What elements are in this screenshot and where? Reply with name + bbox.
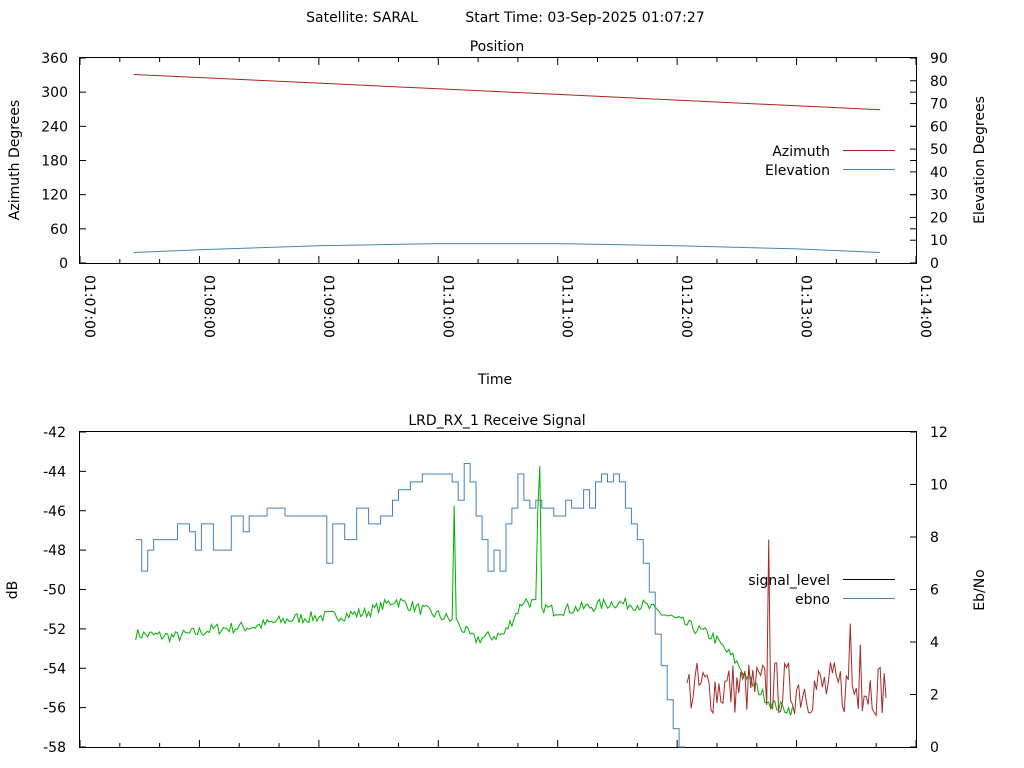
position-series bbox=[133, 74, 881, 253]
position-x-ticks: 01:07:00 01:08:00 01:09:00 01:10:00 01:11:00… bbox=[79, 58, 933, 338]
y-tick-label: 180 bbox=[41, 154, 68, 170]
receive-y2-ticks: 0 2 4 6 8 10 12 bbox=[910, 425, 948, 756]
position-y-axis-label: Azimuth Degrees bbox=[7, 100, 23, 220]
y2-tick-label: 10 bbox=[930, 233, 948, 249]
y2-tick-label: 90 bbox=[930, 51, 948, 67]
y-tick-label: -52 bbox=[43, 622, 66, 638]
y2-tick-label: 8 bbox=[930, 530, 939, 546]
receive-series bbox=[135, 463, 686, 748]
elevation-line bbox=[133, 243, 881, 253]
receive-x-ticks bbox=[79, 740, 917, 747]
position-chart-title: Position bbox=[470, 39, 525, 55]
x-tick-label: 01:14:00 bbox=[917, 275, 933, 338]
y2-tick-label: 10 bbox=[930, 478, 948, 494]
y2-tick-label: 0 bbox=[930, 740, 939, 756]
y-tick-label: -58 bbox=[43, 740, 66, 756]
receive-y-ticks: -58 -56 -54 -52 -50 -48 -46 -44 -42 bbox=[43, 425, 86, 756]
y2-tick-label: 0 bbox=[930, 256, 939, 272]
x-tick-label: 01:13:00 bbox=[798, 275, 814, 338]
y2-tick-label: 50 bbox=[930, 142, 948, 158]
receive-legend: signal_level ebno bbox=[748, 573, 895, 608]
start-time-label: Start Time: 03-Sep-2025 01:07:27 bbox=[465, 10, 704, 26]
y-tick-label: -50 bbox=[43, 583, 66, 599]
y2-tick-label: 40 bbox=[930, 165, 948, 181]
receive-signal-chart: LRD_RX_1 Receive Signal dB Eb/No -58-56-… bbox=[5, 413, 988, 756]
receive-noise-traces bbox=[135, 466, 887, 717]
y-tick-label: 360 bbox=[41, 51, 68, 67]
position-y-ticks: 0 60 120 180 240 300 360 bbox=[41, 51, 916, 272]
position-legend: Azimuth Elevation bbox=[765, 144, 895, 179]
ebno-line bbox=[135, 463, 686, 748]
legend-azimuth-label: Azimuth bbox=[772, 144, 830, 160]
red-trace-line bbox=[686, 539, 887, 717]
y2-tick-label: 6 bbox=[930, 583, 939, 599]
y-tick-label: 120 bbox=[41, 188, 68, 204]
x-tick-label: 01:07:00 bbox=[81, 275, 97, 338]
y2-tick-label: 2 bbox=[930, 688, 939, 704]
position-plot-frame bbox=[79, 57, 917, 264]
y2-tick-label: 30 bbox=[930, 188, 948, 204]
x-tick-label: 01:10:00 bbox=[439, 275, 455, 338]
y-tick-label: -44 bbox=[43, 464, 66, 480]
y2-tick-label: 70 bbox=[930, 97, 948, 113]
position-y2-ticks: 0 10 20 30 40 50 60 70 80 90 bbox=[910, 51, 948, 272]
position-x-axis-label: Time bbox=[477, 372, 512, 388]
y-tick-label: 300 bbox=[41, 85, 68, 101]
receive-y-axis-label: dB bbox=[5, 581, 21, 600]
y2-tick-label: 60 bbox=[930, 119, 948, 135]
satellite-label: Satellite: SARAL bbox=[306, 10, 418, 26]
receive-y2-axis-label: Eb/No bbox=[972, 569, 988, 611]
position-chart: Position Azimuth Degrees Elevation Degre… bbox=[7, 39, 988, 388]
y2-tick-label: 20 bbox=[930, 210, 948, 226]
legend-signal-level-label: signal_level bbox=[748, 573, 830, 589]
y2-tick-label: 80 bbox=[930, 74, 948, 90]
azimuth-line bbox=[133, 74, 881, 111]
x-tick-label: 01:11:00 bbox=[559, 275, 575, 338]
y-tick-label: 60 bbox=[50, 222, 68, 238]
y-tick-label: -46 bbox=[43, 504, 66, 520]
receive-chart-title: LRD_RX_1 Receive Signal bbox=[408, 413, 585, 429]
x-tick-label: 01:09:00 bbox=[320, 275, 336, 338]
position-y2-axis-label: Elevation Degrees bbox=[972, 96, 988, 224]
y-tick-label: -56 bbox=[43, 701, 66, 717]
y-tick-label: 240 bbox=[41, 119, 68, 135]
receive-plot-frame bbox=[79, 431, 917, 748]
y2-tick-label: 12 bbox=[930, 425, 948, 441]
green-trace-line bbox=[135, 466, 794, 716]
legend-ebno-label: ebno bbox=[795, 592, 830, 608]
y-tick-label: -54 bbox=[43, 661, 66, 677]
y-tick-label: -48 bbox=[43, 543, 66, 559]
legend-elevation-label: Elevation bbox=[765, 163, 830, 179]
x-tick-label: 01:08:00 bbox=[200, 275, 216, 338]
y-tick-label: 0 bbox=[59, 256, 68, 272]
y-tick-label: -42 bbox=[43, 425, 66, 441]
y2-tick-label: 4 bbox=[930, 635, 939, 651]
x-tick-label: 01:12:00 bbox=[678, 275, 694, 338]
